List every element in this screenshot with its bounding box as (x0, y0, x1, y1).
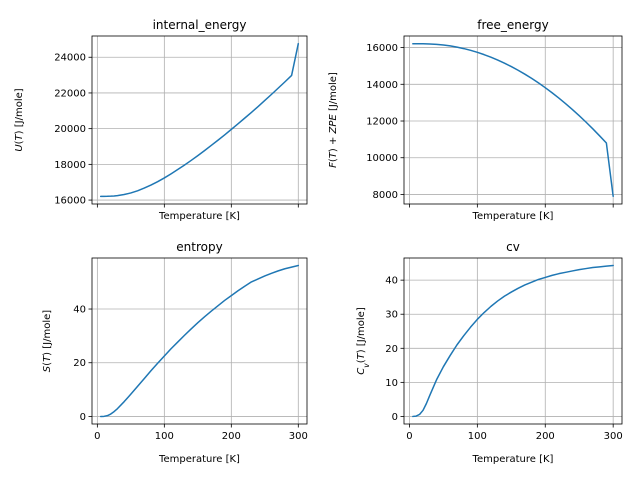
y-tick-label: 10 (385, 378, 398, 389)
y-tick-label: 20000 (54, 124, 86, 135)
data-line (99, 264, 300, 418)
x-tick-label: 0 (406, 431, 412, 442)
y-tick-label: 16000 (366, 43, 398, 54)
y-tick-label: 0 (80, 412, 86, 423)
y-tick-label: 30 (385, 310, 398, 321)
y-tick-label: 14000 (366, 80, 398, 91)
y-tick-label: 20 (73, 358, 86, 369)
y-tick-label: 18000 (54, 160, 86, 171)
y-tick-label: 40 (385, 276, 398, 287)
x-tick-label: 100 (155, 431, 174, 442)
y-axis-label: U(T) [J/mole] (14, 88, 25, 151)
subplot-title: free_energy (477, 18, 548, 32)
subplot-4: 0 100 200 300 0 10 20 30 40 cv Temperature [K] Cv(T… (356, 240, 623, 465)
y-tick-label: 12000 (366, 117, 398, 128)
axes-frame (91, 35, 308, 205)
y-tick-label: 0 (392, 412, 398, 423)
data-line (99, 42, 300, 198)
y-tick-label: 8000 (373, 190, 398, 201)
axes-frame (403, 35, 623, 205)
y-tick-label: 24000 (54, 53, 86, 64)
y-tick-label: 22000 (54, 88, 86, 99)
y-axis-label: Cv(T) [J/mole] (356, 307, 371, 375)
x-tick-label: 300 (289, 431, 308, 442)
subplot-title: cv (506, 240, 520, 254)
axes-frame (403, 257, 623, 425)
axes-frame (91, 257, 308, 425)
y-tick-label: 40 (73, 305, 86, 316)
x-tick-label: 200 (222, 431, 241, 442)
data-line (412, 264, 614, 418)
y-axis-label: F(T) + ZPE [J/mole] (328, 72, 339, 168)
subplot-3: 0 100 200 300 0 20 40 entropy Temperature [K] S(T… (42, 240, 308, 465)
subplot-title: entropy (176, 240, 222, 254)
x-tick-label: 0 (94, 431, 100, 442)
subplot-1: 16000 18000 20000 22000 24000 internal_energy… (14, 18, 308, 222)
data-line (412, 42, 614, 198)
x-tick-label: 300 (604, 431, 623, 442)
x-axis-label: Temperature [K] (472, 211, 554, 222)
x-axis-label: Temperature [K] (158, 211, 240, 222)
x-axis-label: Temperature [K] (158, 454, 240, 465)
y-axis-label: S(T) [J/mole] (42, 310, 53, 372)
y-tick-label: 20 (385, 344, 398, 355)
x-tick-label: 100 (468, 431, 487, 442)
x-axis-label: Temperature [K] (472, 454, 554, 465)
subplot-title: internal_energy (153, 18, 247, 32)
x-tick-label: 200 (536, 431, 555, 442)
subplot-2: 8000 10000 12000 14000 16000 free_energy Tempe… (328, 18, 623, 222)
y-tick-label: 16000 (54, 196, 86, 207)
y-tick-label: 10000 (366, 153, 398, 164)
